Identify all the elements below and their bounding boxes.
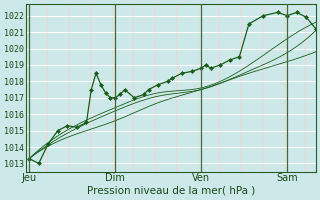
- X-axis label: Pression niveau de la mer( hPa ): Pression niveau de la mer( hPa ): [87, 186, 255, 196]
